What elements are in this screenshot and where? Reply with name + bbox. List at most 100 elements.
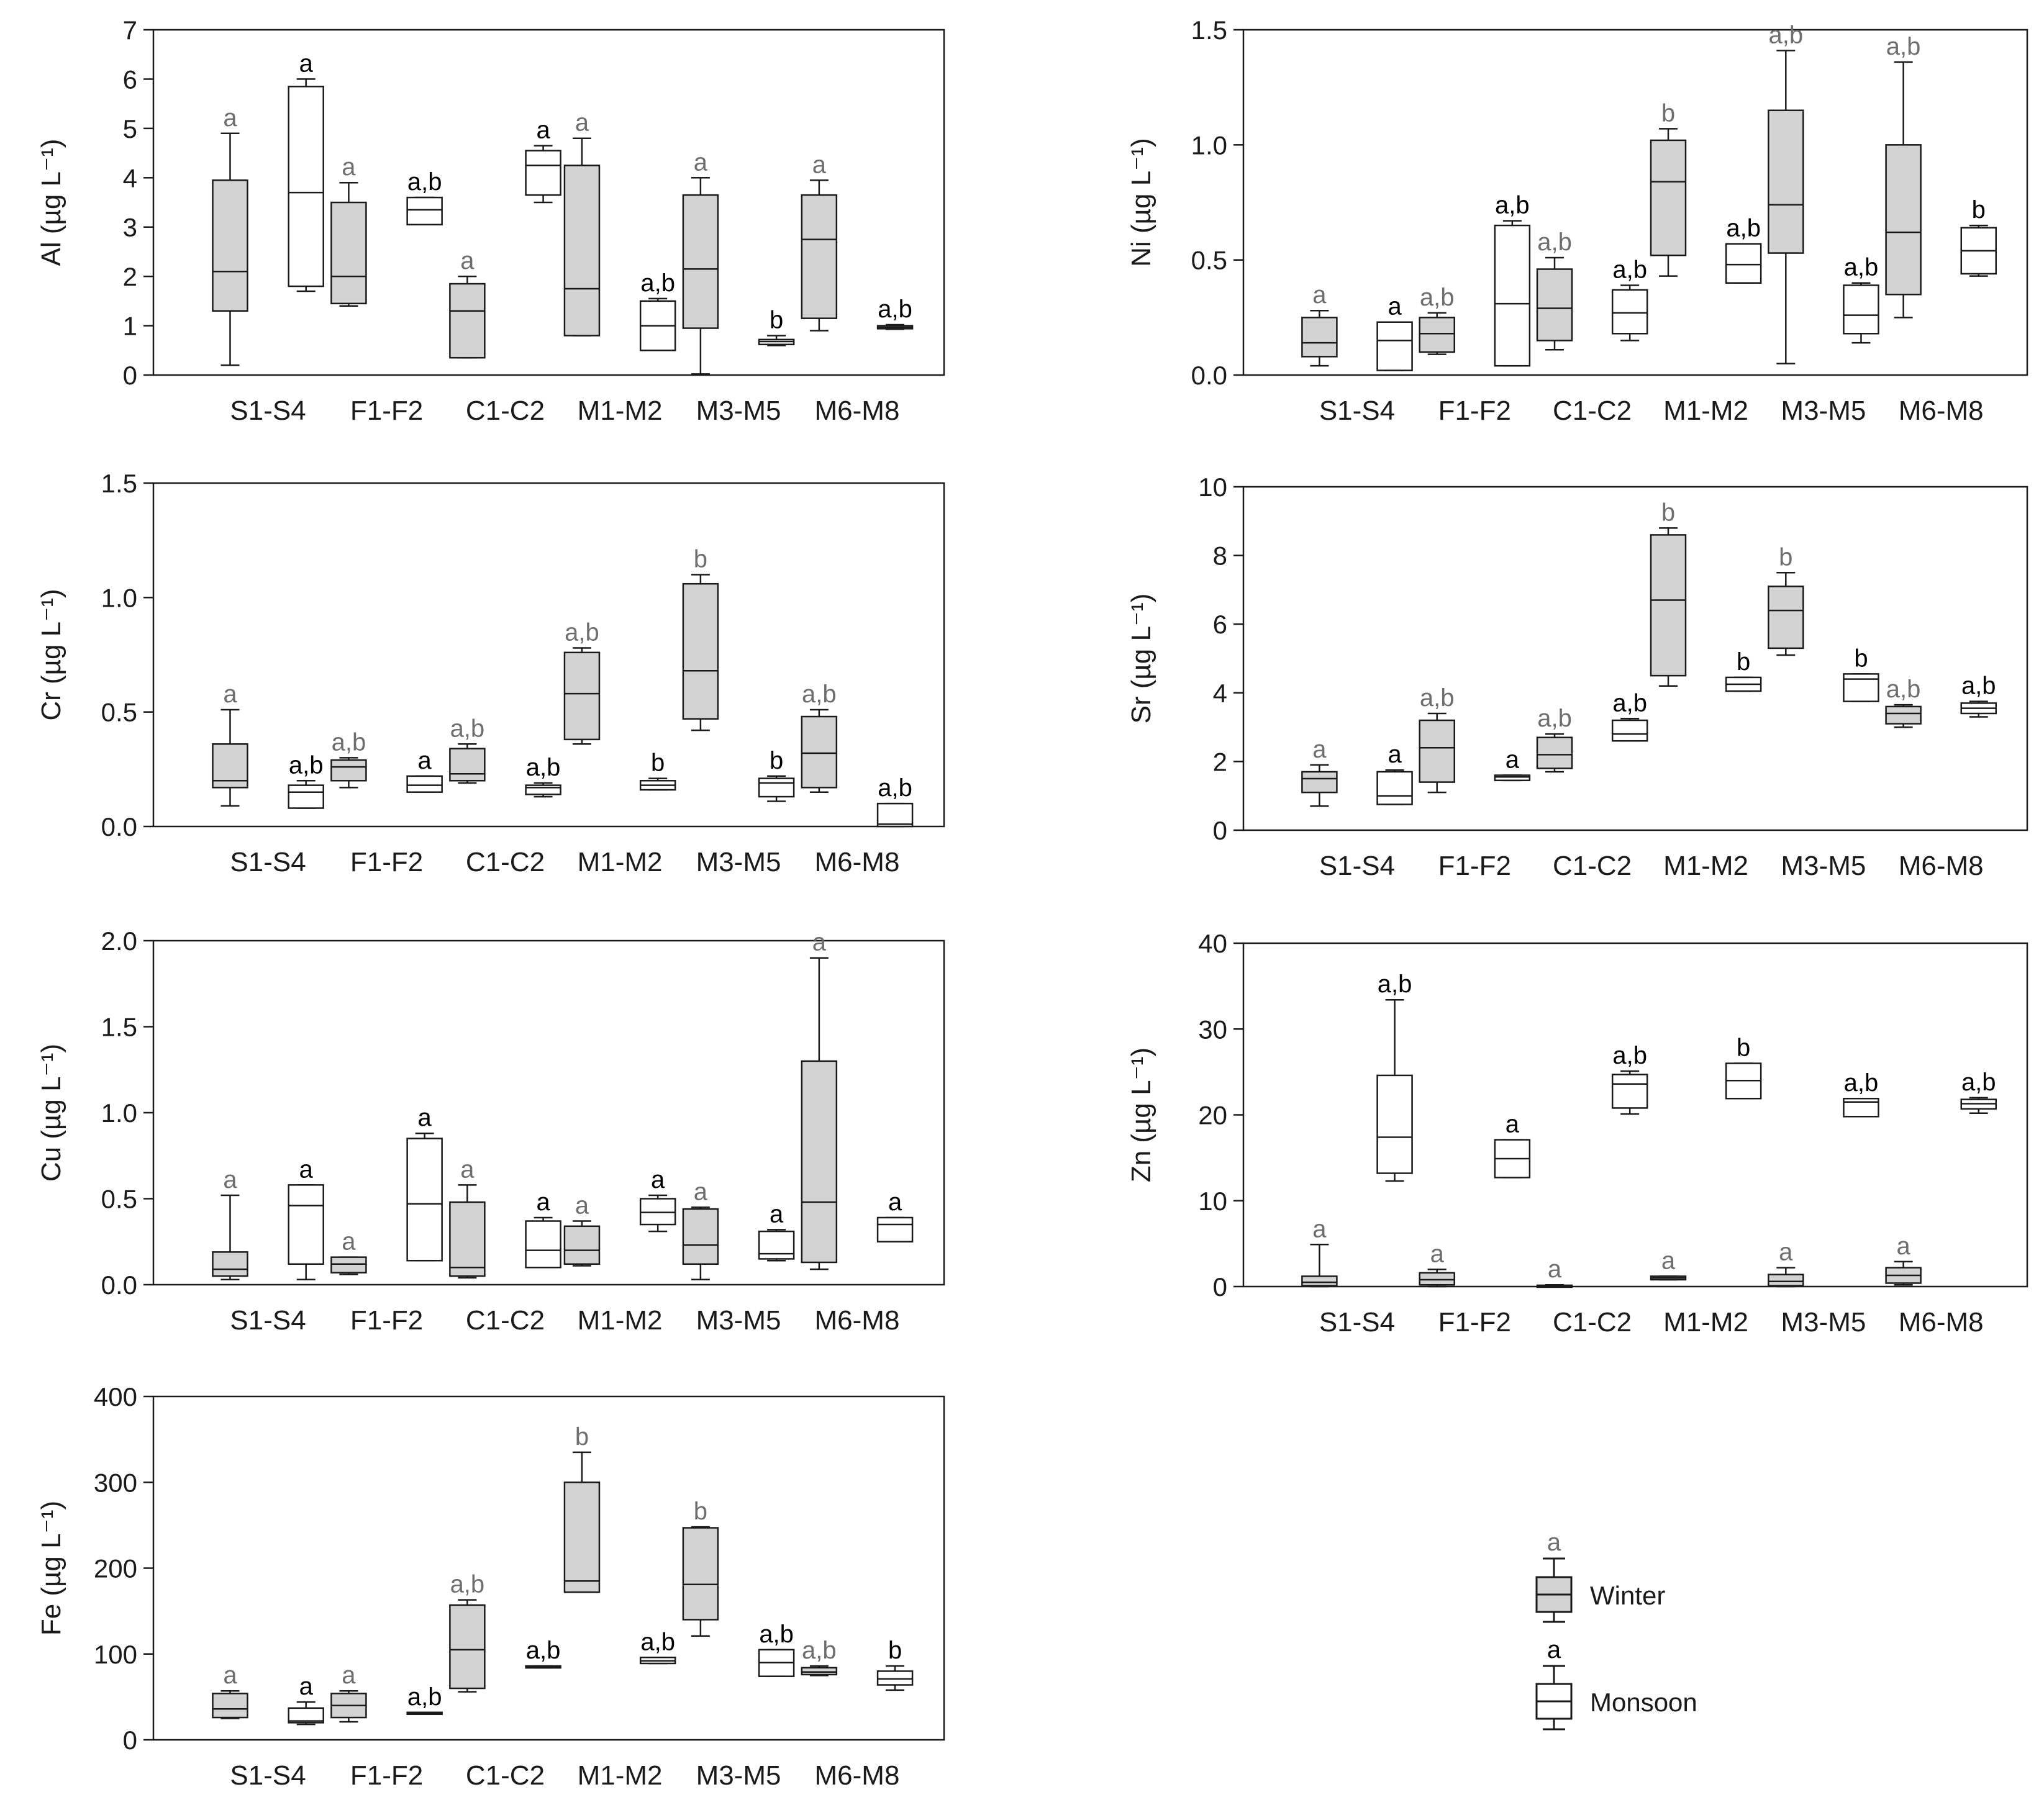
box-iqr	[563, 165, 601, 337]
box-iqr	[288, 1184, 324, 1265]
x-category-label: M6-M8	[815, 396, 900, 426]
winter-box-f1-f2: a	[330, 153, 367, 307]
y-tick-label: 1.0	[1191, 130, 1227, 160]
significance-letter: a	[1388, 293, 1402, 320]
box-iqr	[876, 1216, 914, 1242]
box-iqr	[1843, 284, 1879, 335]
significance-letter: a,b	[802, 1637, 837, 1664]
significance-letter: a	[888, 1188, 902, 1216]
x-category-label: M3-M5	[696, 396, 781, 426]
significance-letter: b	[770, 306, 783, 333]
box-iqr	[406, 1138, 443, 1262]
significance-letter: a,b	[1537, 705, 1572, 732]
significance-letter: b	[1661, 499, 1675, 526]
significance-letter: a	[575, 109, 589, 137]
winter-box-m6-m8: a	[801, 151, 838, 332]
box-iqr	[449, 1201, 486, 1277]
monsoon-box-m3-m5: a,b	[1843, 1069, 1879, 1118]
x-category-label: M3-M5	[1781, 396, 1866, 426]
monsoon-box-s1-s4: a,b	[1376, 971, 1413, 1182]
box-iqr	[1301, 1275, 1338, 1287]
monsoon-box-c1-c2: a,b	[525, 1637, 561, 1669]
significance-letter: a	[575, 1192, 589, 1219]
box-iqr	[801, 1667, 838, 1676]
box-iqr	[1650, 139, 1687, 256]
y-tick-label: 0	[1213, 1272, 1227, 1301]
significance-letter: a,b	[1420, 284, 1455, 311]
box-iqr	[449, 1604, 486, 1690]
significance-letter: b	[575, 1423, 589, 1450]
y-tick-label: 0.5	[101, 1185, 137, 1214]
box-iqr	[525, 784, 561, 795]
monsoon-box-m6-m8: b	[876, 1637, 914, 1691]
significance-letter: a,b	[1612, 689, 1647, 717]
significance-letter: a,b	[332, 728, 366, 756]
box-iqr	[801, 194, 838, 319]
significance-letter: a	[418, 747, 432, 774]
x-category-label: S1-S4	[230, 847, 306, 877]
monsoon-box-s1-s4: a	[288, 50, 324, 292]
x-category-label: C1-C2	[1553, 396, 1632, 426]
y-tick-label: 0.5	[101, 698, 137, 727]
chart-panel-ni: 0.0 0.5 1.0 1.5 Ni (µg L⁻¹) S1-S4 a a F1-F2 a,b a,…	[1126, 16, 2028, 426]
significance-letter: a,b	[526, 754, 561, 781]
monsoon-box-m1-m2: a,b	[639, 1628, 676, 1665]
winter-box-c1-c2: a	[449, 1156, 486, 1279]
monsoon-box-m1-m2: b	[1725, 648, 1762, 692]
winter-box-f1-f2: a,b	[330, 728, 367, 789]
winter-box-m3-m5: a	[682, 148, 719, 375]
x-category-label: M6-M8	[815, 847, 900, 877]
y-tick-label: 10	[1198, 473, 1227, 502]
significance-letter: a,b	[407, 1683, 442, 1711]
winter-box-m1-m2: a	[563, 109, 601, 337]
significance-letter: a,b	[1844, 254, 1879, 281]
chart-panel-fe: 0 100 200 300 400 Fe (µg L⁻¹) S1-S4 a a F1-F2 a a,b…	[36, 1382, 945, 1791]
y-tick-label: 3	[123, 213, 137, 242]
winter-box-s1-s4: a	[212, 1662, 248, 1719]
winter-box-c1-c2: a,b	[449, 1571, 486, 1693]
y-tick-label: 0.0	[1191, 361, 1227, 390]
significance-letter: a	[460, 247, 475, 274]
winter-box-c1-c2: a	[1536, 1256, 1573, 1288]
x-category-label: M1-M2	[1663, 396, 1748, 426]
monsoon-box-c1-c2: a	[525, 1188, 561, 1269]
x-category-label: M3-M5	[1781, 851, 1866, 881]
box-iqr	[758, 1230, 795, 1260]
legend-monsoon-letter: a	[1547, 1636, 1561, 1663]
winter-box-f1-f2: a,b	[1419, 284, 1455, 355]
significance-letter: a,b	[640, 1628, 675, 1655]
box-iqr	[1768, 586, 1804, 649]
significance-letter: a	[1506, 1111, 1520, 1138]
x-category-label: M1-M2	[578, 847, 663, 877]
monsoon-box-s1-s4: a	[288, 1156, 324, 1280]
chart-panel-sr: 0 2 4 6 8 10 Sr (µg L⁻¹) S1-S4 a a F1-F2 a,b a C1-C2 a…	[1126, 473, 2028, 881]
box-iqr	[801, 715, 838, 789]
significance-letter: a,b	[450, 1571, 485, 1598]
x-category-label: M6-M8	[1899, 1307, 1984, 1337]
significance-letter: a,b	[1420, 684, 1455, 712]
box-iqr	[288, 86, 324, 287]
legend-winter-label: Winter	[1590, 1581, 1665, 1610]
winter-box-m6-m8: a,b	[801, 1637, 838, 1677]
monsoon-box-f1-f2: a,b	[406, 168, 443, 225]
monsoon-box-m3-m5: a	[758, 1200, 795, 1262]
box-iqr	[1611, 289, 1648, 335]
panels: 0 1 2 3 4 5 6 7 Al (µg L⁻¹) S1-S4 a a F1-F2 a a,b C1-C2…	[36, 16, 2028, 1791]
monsoon-box-f1-f2: a	[406, 747, 443, 793]
significance-letter: a	[1312, 736, 1327, 763]
box-iqr	[1419, 719, 1455, 783]
box-iqr	[525, 1220, 561, 1269]
winter-box-s1-s4: a	[1301, 1215, 1338, 1288]
winter-box-m3-m5: a	[682, 1178, 719, 1280]
x-category-label: C1-C2	[466, 396, 545, 426]
winter-box-s1-s4: a	[212, 1166, 248, 1280]
box-iqr	[1611, 1074, 1648, 1109]
y-tick-label: 1	[123, 312, 137, 341]
significance-letter: a	[299, 1156, 314, 1183]
monsoon-box-m1-m2: a	[639, 1166, 676, 1233]
significance-letter: a,b	[1378, 971, 1412, 998]
significance-letter: a,b	[878, 296, 912, 323]
significance-letter: a,b	[1495, 192, 1530, 219]
y-tick-label: 0	[123, 361, 137, 390]
significance-letter: a	[1430, 1240, 1445, 1267]
